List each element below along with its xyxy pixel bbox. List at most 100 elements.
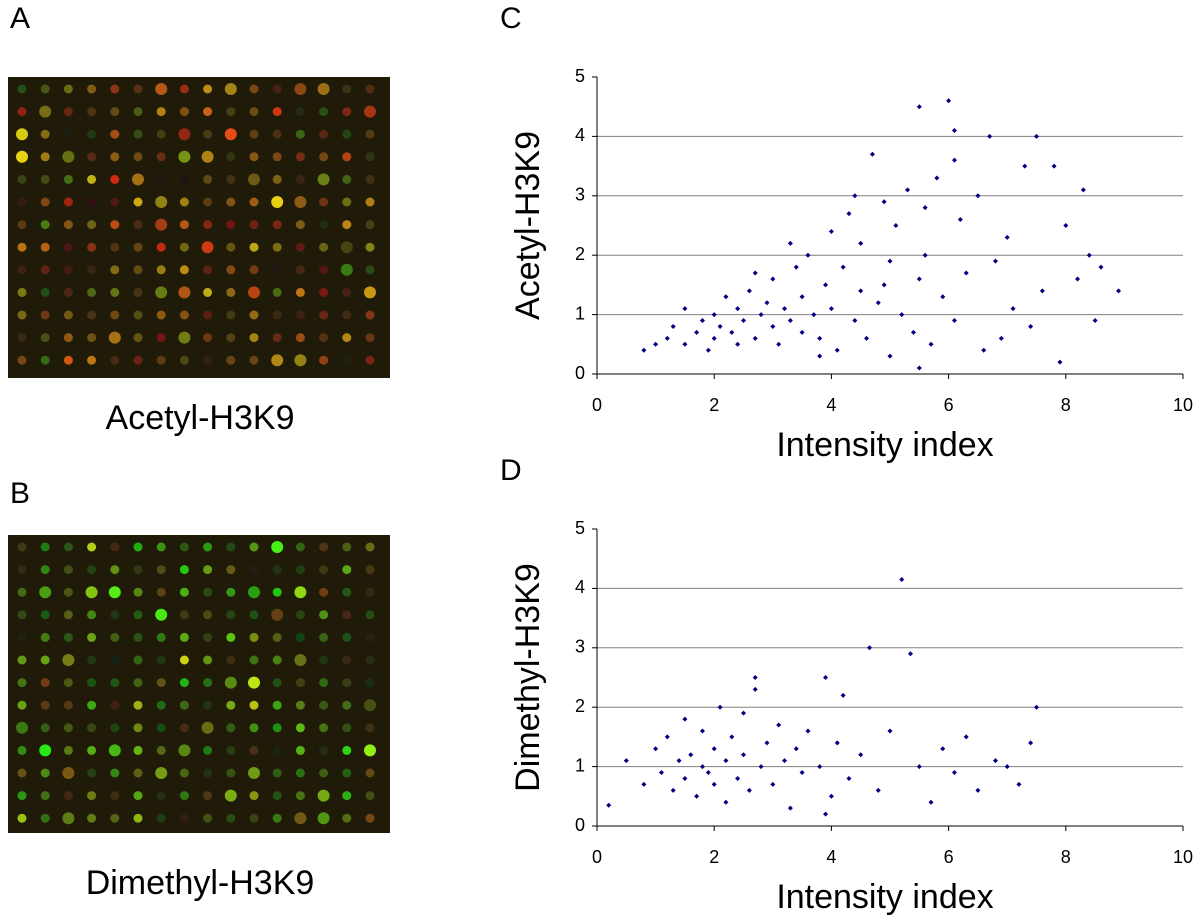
spot <box>155 83 168 95</box>
spot <box>294 586 307 599</box>
point <box>852 193 858 199</box>
spot <box>365 723 375 733</box>
spot <box>272 655 282 665</box>
spot <box>39 744 52 757</box>
spot <box>342 768 352 778</box>
spot <box>40 242 50 252</box>
point <box>916 365 922 371</box>
spot <box>295 610 305 620</box>
spot <box>272 174 282 184</box>
spot <box>249 333 259 343</box>
panel-label: D <box>500 454 522 487</box>
spot <box>87 791 97 801</box>
spot <box>110 84 120 94</box>
spot <box>62 812 75 825</box>
spot <box>17 242 27 252</box>
point <box>787 318 793 324</box>
x-tick-label: 4 <box>826 847 836 867</box>
spot <box>226 700 236 710</box>
spot <box>365 265 375 275</box>
spot <box>342 723 352 733</box>
spot <box>295 723 305 733</box>
spot <box>224 789 237 802</box>
spot <box>179 723 189 733</box>
spot <box>133 310 143 320</box>
point <box>817 764 823 770</box>
spot <box>342 174 352 184</box>
spot <box>87 107 97 117</box>
spot <box>342 791 352 801</box>
spot <box>110 655 120 665</box>
spot <box>155 286 168 299</box>
point <box>963 270 969 276</box>
spot <box>249 791 259 801</box>
spot <box>110 700 120 710</box>
spot <box>203 174 213 184</box>
spot <box>17 700 27 710</box>
spot <box>87 700 97 710</box>
point <box>1098 264 1104 270</box>
spot <box>272 723 282 733</box>
spot <box>319 723 329 733</box>
spot <box>133 610 143 620</box>
spot <box>110 610 120 620</box>
spot <box>63 107 73 117</box>
spot <box>63 220 73 230</box>
point <box>905 187 911 193</box>
spot <box>203 791 213 801</box>
spot <box>40 768 50 778</box>
spot <box>249 542 259 552</box>
spot <box>272 310 282 320</box>
spot <box>365 174 375 184</box>
spot <box>63 610 73 620</box>
spot <box>110 768 120 778</box>
spot <box>342 565 352 575</box>
spot <box>365 791 375 801</box>
spot <box>87 242 97 252</box>
spot <box>271 541 284 553</box>
spot <box>365 84 375 94</box>
spot <box>317 173 330 186</box>
point <box>711 781 717 787</box>
spot <box>63 310 73 320</box>
point <box>916 276 922 282</box>
spot <box>179 632 189 642</box>
spot <box>365 768 375 778</box>
point <box>799 329 805 335</box>
point <box>887 728 893 734</box>
point <box>623 758 629 764</box>
point <box>893 223 899 228</box>
spot <box>340 241 353 254</box>
spot <box>365 310 375 320</box>
point <box>735 306 741 312</box>
point <box>764 300 770 306</box>
spot <box>108 586 121 599</box>
spot <box>156 723 166 733</box>
spot <box>133 587 143 597</box>
spot <box>294 196 307 208</box>
spot <box>17 813 27 823</box>
point <box>1004 234 1010 240</box>
spot <box>294 812 307 825</box>
spot <box>249 565 259 575</box>
spot <box>272 84 282 94</box>
spot <box>85 586 98 599</box>
spot <box>272 265 282 275</box>
spot <box>271 196 284 208</box>
spot <box>17 265 27 275</box>
spot <box>342 220 352 230</box>
spot <box>226 107 236 117</box>
spot <box>178 744 191 757</box>
point <box>1028 740 1034 746</box>
spot <box>87 610 97 620</box>
spot <box>295 310 305 320</box>
spot <box>203 84 213 94</box>
spot <box>87 632 97 642</box>
point <box>793 746 799 752</box>
spot <box>133 700 143 710</box>
point <box>699 764 705 770</box>
spot <box>87 565 97 575</box>
point <box>758 764 764 770</box>
spot <box>226 197 236 207</box>
point <box>811 312 817 318</box>
